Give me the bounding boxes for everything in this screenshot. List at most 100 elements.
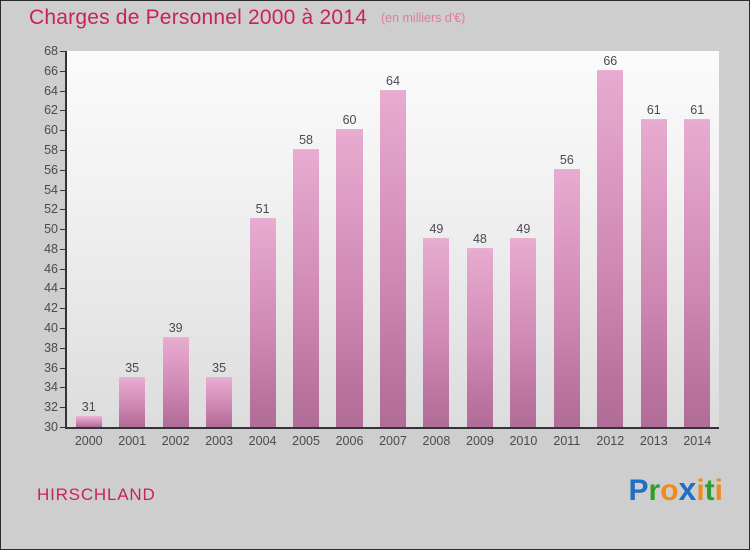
logo-letter: P [628,474,649,507]
bar[interactable] [423,238,450,427]
x-tick-label: 2013 [639,434,668,448]
bar-group: 35 2003 [197,51,240,448]
y-tick-mark [60,367,67,369]
bar-group: 51 2004 [241,51,284,448]
bar[interactable] [640,119,667,427]
logo-letter: x [678,471,697,507]
y-tick-mark [60,130,67,132]
chart-header: Charges de Personnel 2000 à 2014 (en mil… [1,1,749,35]
bar[interactable] [75,416,102,427]
bar-group: 66 2012 [589,51,632,448]
x-tick-label: 2009 [466,434,494,448]
y-tick-mark [60,90,67,92]
bar-group: 58 2005 [284,51,327,448]
bar-group: 48 2009 [458,51,501,448]
y-tick-mark [60,308,67,310]
x-tick-label: 2012 [596,434,625,448]
y-tick-mark [60,169,67,171]
logo-letter: r [648,474,661,507]
y-tick-mark [60,407,67,409]
bar-group: 61 2014 [676,51,719,448]
bar[interactable] [119,376,146,427]
bar[interactable] [553,168,580,427]
y-tick-mark [60,70,67,72]
bar-group: 56 2011 [545,51,588,448]
plot-frame: 30 32 34 36 38 40 42 44 46 48 50 52 54 56 58 60 62 64 66 68… [27,37,725,463]
bar[interactable] [510,238,537,427]
bar-group: 60 2006 [328,51,371,448]
y-tick-label: 56 [44,162,58,177]
bar[interactable] [597,69,624,427]
page-title: Charges de Personnel 2000 à 2014 [29,6,367,29]
x-tick-label: 2002 [161,434,190,448]
y-tick-label: 66 [44,63,58,78]
x-tick-label: 2007 [379,434,407,448]
x-tick-label: 2001 [118,434,147,448]
y-tick-label: 30 [44,420,58,434]
bar[interactable] [466,247,493,427]
y-tick-mark [60,248,67,250]
bar-value-label: 56 [559,152,574,167]
bar-value-label: 61 [646,103,661,118]
x-tick-label: 2000 [74,434,103,448]
y-tick-label: 58 [44,142,58,157]
y-tick-label: 46 [44,261,58,276]
y-tick-label: 52 [44,202,58,217]
bar[interactable] [249,218,276,427]
logo-letter: t [704,474,715,507]
logo-letter: i [696,474,705,507]
y-tick-mark [60,189,67,191]
bar-group: 39 2002 [154,51,197,448]
y-tick-mark [60,209,67,211]
y-tick-label: 50 [44,222,58,237]
bar-value-label: 49 [429,222,444,236]
bar-value-label: 51 [255,202,270,217]
bar-value-label: 48 [472,231,487,246]
bar-value-label: 39 [168,320,183,335]
bar-value-label: 35 [212,360,227,375]
y-tick-label: 40 [44,321,58,336]
bar-group: 31 2000 [67,51,110,448]
x-tick-label: 2003 [205,434,234,448]
x-tick-label: 2004 [248,434,277,448]
bar[interactable] [206,376,233,427]
x-tick-label: 2005 [292,434,320,448]
logo-letter: o [660,474,679,507]
y-tick-label: 62 [44,103,58,118]
bar[interactable] [293,148,320,427]
bar-group: 49 2008 [415,51,458,448]
y-tick-mark [60,268,67,270]
x-tick-label: 2010 [509,434,538,448]
y-tick-label: 38 [44,340,58,355]
y-tick-mark [60,51,67,52]
commune-name: HIRSCHLAND [37,485,156,504]
bar[interactable] [684,119,711,427]
bar-value-label: 61 [690,103,705,118]
chart-subtitle: (en milliers d'€) [380,11,466,25]
bar-value-label: 60 [342,113,357,128]
x-tick-label: 2008 [422,434,451,448]
bar[interactable] [379,89,407,427]
y-tick-mark [60,110,67,112]
y-tick-mark [60,229,67,231]
y-tick-mark [60,149,67,151]
bar-group: 64 2007 [371,51,414,448]
bar[interactable] [162,336,189,427]
y-tick-label: 34 [44,380,58,395]
proxiti-logo[interactable]: Proxiti [628,471,723,509]
logo-letter: i [714,474,723,507]
y-tick-mark [60,427,67,428]
bar[interactable] [336,129,363,427]
y-tick-label: 36 [44,360,58,375]
bar-group: 35 2001 [110,51,153,448]
y-tick-label: 32 [44,400,58,415]
y-tick-label: 64 [44,83,58,98]
bar-value-label: 49 [516,222,531,236]
bar-series: 31 2000 35 2001 39 2002 35 2003 51 2004 58 2005 60 20… [67,51,719,448]
bar-group: 61 2013 [632,51,675,448]
y-tick-label: 54 [44,182,58,197]
bar-value-label: 64 [386,73,400,88]
y-tick-mark [60,288,67,290]
x-tick-label: 2011 [553,434,581,448]
